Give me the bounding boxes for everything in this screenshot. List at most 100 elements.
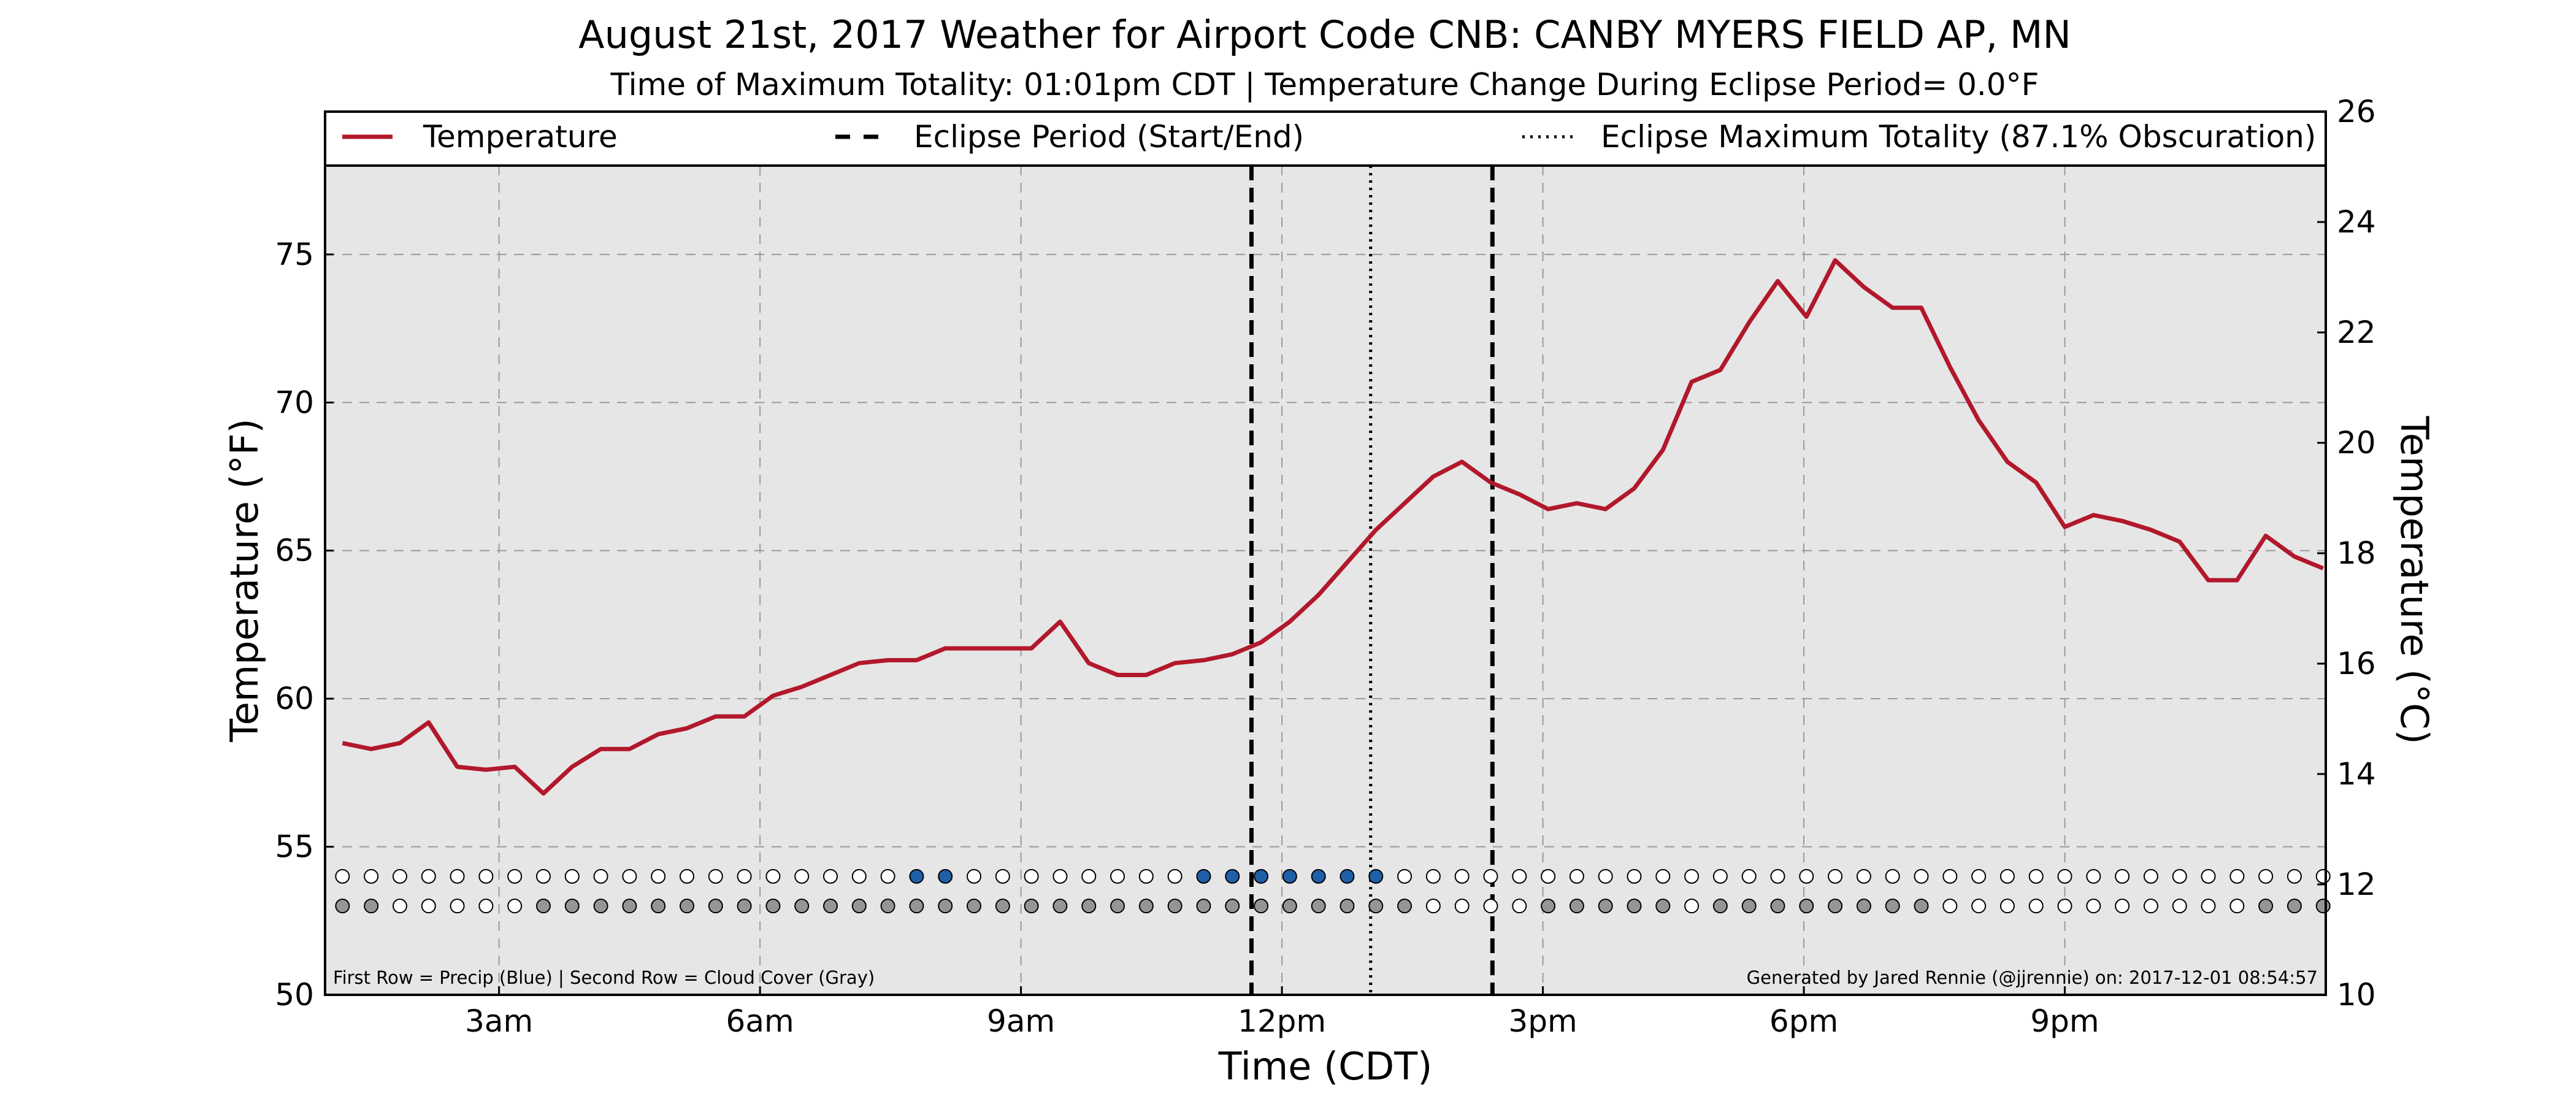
cloud-cover-dot <box>938 899 953 914</box>
footer-left-note: First Row = Precip (Blue) | Second Row =… <box>333 967 875 988</box>
precip-dot <box>1483 868 1498 884</box>
precip-dot <box>1741 868 1757 884</box>
precip-dot <box>2229 868 2245 884</box>
precip-dot <box>1971 868 1987 884</box>
precip-dot <box>2172 868 2187 884</box>
precip-dot <box>1885 868 1900 884</box>
precip-dot <box>995 868 1010 884</box>
cloud-cover-dot <box>1397 899 1413 914</box>
precip-dot <box>1512 868 1527 884</box>
cloud-cover-dot <box>478 899 494 914</box>
x-tick-label: 12pm <box>1238 1003 1326 1039</box>
precip-dot <box>1828 868 1843 884</box>
y-tick-label-right: 14 <box>2337 756 2376 792</box>
precip-dot <box>1569 868 1584 884</box>
precip-dot <box>1282 868 1297 884</box>
precip-dot <box>1110 868 1125 884</box>
precip-dot <box>1856 868 1871 884</box>
y-tick-label-left: 75 <box>275 237 314 272</box>
cloud-cover-dot <box>967 899 982 914</box>
precip-dot <box>450 868 465 884</box>
precip-dot <box>2201 868 2216 884</box>
cloud-cover-dot <box>1885 899 1900 914</box>
cloud-cover-dot <box>1741 899 1757 914</box>
cloud-cover-dot <box>1454 899 1470 914</box>
cloud-cover-dot <box>2201 899 2216 914</box>
y-tick-label-right: 18 <box>2337 535 2376 571</box>
cloud-cover-dot <box>1311 899 1326 914</box>
cloud-cover-dot <box>450 899 465 914</box>
precip-dot <box>938 868 953 884</box>
cloud-cover-dot <box>421 899 436 914</box>
cloud-cover-dot <box>2287 899 2302 914</box>
cloud-cover-dot <box>679 899 694 914</box>
cloud-cover-dot <box>2086 899 2101 914</box>
legend-temperature-label: Temperature <box>423 119 618 155</box>
precip-dot <box>1799 868 1814 884</box>
precip-dot <box>478 868 494 884</box>
cloud-cover-dot <box>1627 899 1642 914</box>
cloud-cover-dot <box>1971 899 1987 914</box>
cloud-cover-dot <box>2057 899 2072 914</box>
cloud-cover-dot <box>2028 899 2044 914</box>
precip-dot <box>1770 868 1785 884</box>
cloud-cover-dot <box>1999 899 2015 914</box>
precip-dot <box>2028 868 2044 884</box>
cloud-cover-dot <box>1110 899 1125 914</box>
cloud-cover-dot <box>1799 899 1814 914</box>
y-tick-label-left: 65 <box>275 533 314 569</box>
y-tick-label-left: 50 <box>275 977 314 1013</box>
x-tick-label: 6pm <box>1769 1003 1838 1039</box>
cloud-cover-dot <box>1138 899 1154 914</box>
x-axis-label: Time (CDT) <box>1218 1044 1433 1089</box>
cloud-cover-dot <box>593 899 608 914</box>
precip-dot <box>564 868 580 884</box>
precip-dot <box>364 868 379 884</box>
legend: Temperature Eclipse Period (Start/End) E… <box>324 110 2327 167</box>
cloud-cover-dot <box>364 899 379 914</box>
cloud-cover-dot <box>1081 899 1097 914</box>
cloud-cover-dot <box>392 899 407 914</box>
cloud-cover-dot <box>1340 899 1355 914</box>
precip-dot <box>1914 868 1929 884</box>
y-tick-label-right: 24 <box>2337 204 2376 240</box>
cloud-cover-dot <box>2258 899 2274 914</box>
cloud-cover-dot <box>880 899 895 914</box>
cloud-cover-dot <box>1282 899 1297 914</box>
precip-dot <box>1225 868 1240 884</box>
cloud-cover-dot <box>851 899 867 914</box>
precip-dot <box>1368 868 1384 884</box>
eclipse-markers <box>1249 166 1495 995</box>
precip-dot <box>535 868 551 884</box>
y-tick-label-right: 10 <box>2337 977 2376 1013</box>
precip-dot <box>1024 868 1039 884</box>
cloud-cover-dot <box>1828 899 1843 914</box>
precip-dot <box>967 868 982 884</box>
y-axis-label-left: Temperature (°F) <box>222 418 267 742</box>
precip-dot <box>1598 868 1613 884</box>
cloud-cover-dot <box>1770 899 1785 914</box>
cloud-cover-dot <box>1684 899 1700 914</box>
x-tick-label: 3pm <box>1508 1003 1577 1039</box>
cloud-cover-dot <box>507 899 523 914</box>
precip-dot <box>1138 868 1154 884</box>
cloud-cover-dot <box>1024 899 1039 914</box>
grid-lines <box>325 166 2326 995</box>
cloud-cover-dot <box>995 899 1010 914</box>
cloud-cover-dot <box>1598 899 1613 914</box>
cloud-cover-dot <box>1569 899 1584 914</box>
cloud-cover-dot <box>1541 899 1556 914</box>
precip-dot <box>2115 868 2130 884</box>
chart-subtitle: Time of Maximum Totality: 01:01pm CDT | … <box>610 67 2039 102</box>
cloud-cover-dot <box>651 899 666 914</box>
precip-dot <box>622 868 637 884</box>
precip-dot <box>1712 868 1728 884</box>
precip-dot <box>1167 868 1183 884</box>
precip-dot <box>1397 868 1413 884</box>
precip-dot <box>1311 868 1326 884</box>
precip-dot <box>1655 868 1671 884</box>
cloud-cover-dot <box>1167 899 1183 914</box>
cloud-cover-dot <box>1483 899 1498 914</box>
temperature-line-layer <box>342 258 2325 796</box>
